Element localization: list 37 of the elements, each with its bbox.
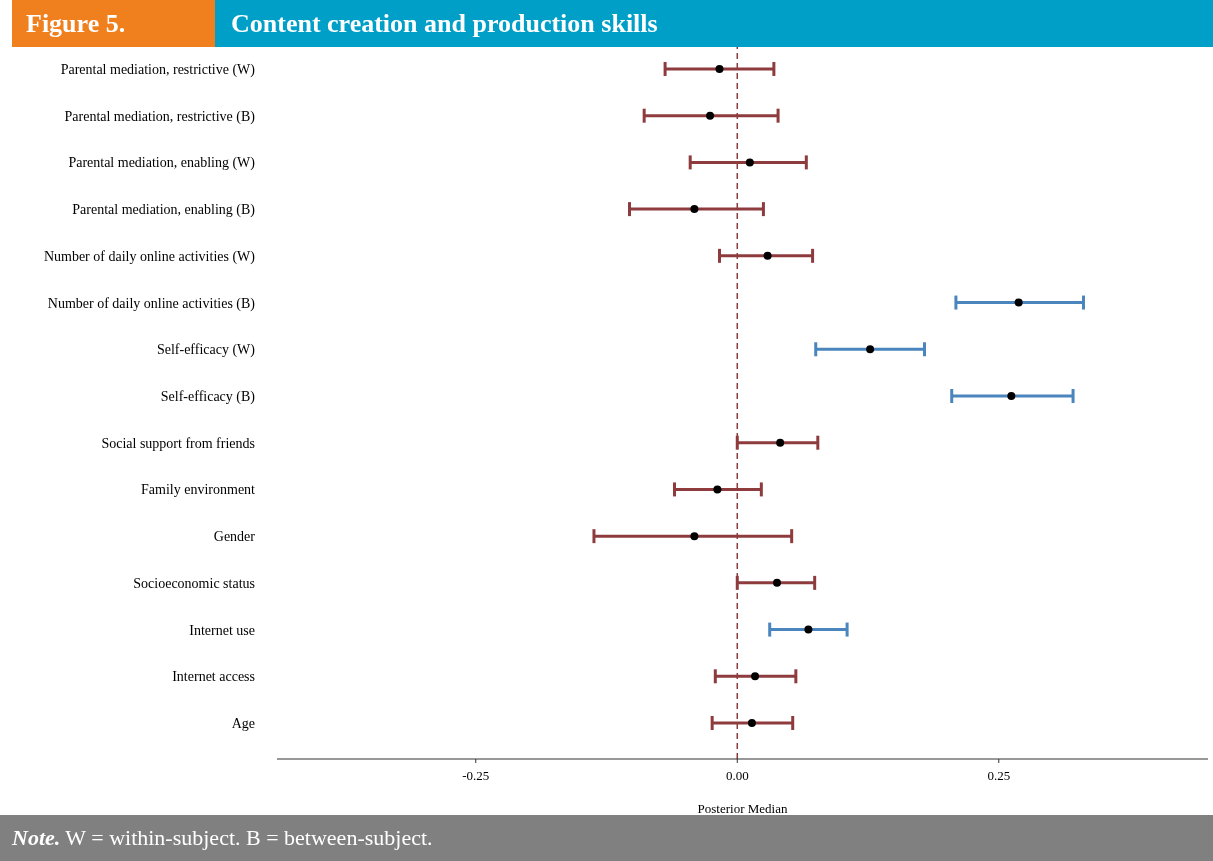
point — [690, 205, 699, 214]
y-tick-label: Parental mediation, enabling (B) — [72, 202, 256, 219]
x-axis-title: Posterior Median — [697, 801, 788, 816]
x-tick-label: -0.25 — [462, 768, 490, 784]
chart-title: Content creation and production skills — [215, 0, 1213, 47]
y-tick-label: Number of daily online activities (W) — [43, 248, 256, 265]
point — [745, 158, 754, 167]
point — [763, 251, 772, 260]
point — [1014, 298, 1023, 307]
y-tick-label: Parental mediation, enabling (W) — [68, 155, 256, 172]
point — [715, 64, 724, 73]
point — [866, 345, 875, 354]
point — [706, 111, 715, 120]
point — [690, 532, 699, 541]
point — [713, 485, 722, 494]
y-tick-label: Family environment — [141, 482, 256, 498]
x-tick-label: 0.25 — [987, 768, 1011, 784]
text: Note. W = within-subject. B = between-subject. — [12, 825, 433, 850]
caption: Figure 5. — [12, 0, 215, 47]
point — [773, 578, 782, 587]
y-tick-label: Gender — [213, 529, 256, 545]
y-tick-label: Age — [231, 716, 255, 731]
point — [747, 719, 756, 728]
y-tick-label: Parental mediation, restrictive (B) — [64, 108, 256, 125]
point — [804, 625, 813, 634]
y-tick-label: Internet use — [189, 622, 255, 638]
y-tick-label: Number of daily online activities (B) — [47, 295, 256, 312]
point — [1007, 391, 1016, 400]
x-tick-label: 0.00 — [725, 768, 749, 784]
point — [776, 438, 785, 447]
y-tick-label: Self-efficacy (B) — [160, 388, 256, 405]
point — [751, 672, 760, 681]
y-tick-label: Socioeconomic status — [133, 575, 255, 591]
y-tick-label: Social support from friends — [101, 435, 255, 451]
y-tick-label: Internet access — [172, 669, 255, 685]
y-tick-label: Self-efficacy (W) — [156, 342, 256, 359]
y-tick-label: Parental mediation, restrictive (W) — [60, 61, 256, 78]
